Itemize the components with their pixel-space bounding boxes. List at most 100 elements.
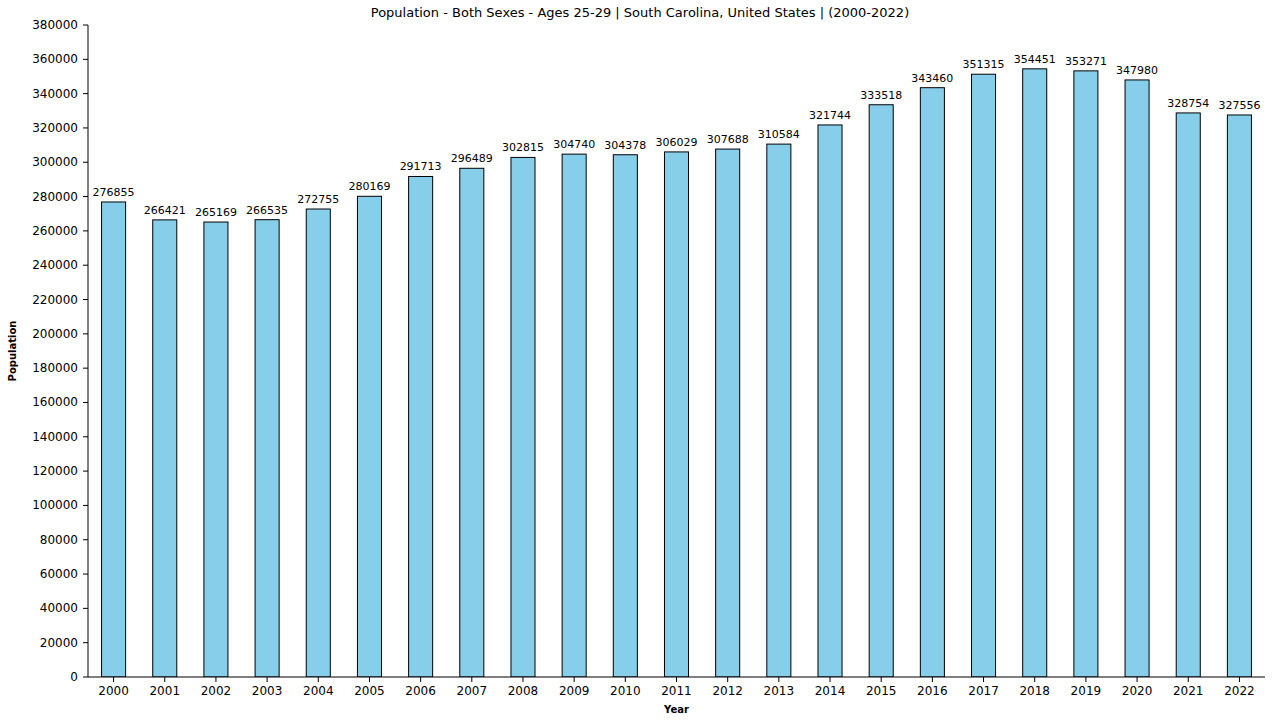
y-tick-label: 240000 [32,258,78,272]
y-tick-label: 0 [70,670,78,684]
y-tick-label: 120000 [32,464,78,478]
x-tick [318,677,319,682]
data-label: 327556 [1218,99,1260,112]
data-label: 276855 [93,186,135,199]
y-tick-label: 60000 [40,567,78,581]
x-axis-label: Year [663,704,689,715]
bar [664,152,688,677]
x-tick-label: 2021 [1173,684,1204,698]
x-tick [113,677,114,682]
x-tick-label: 2005 [354,684,385,698]
data-label: 321744 [809,109,851,122]
bar [102,202,126,677]
data-label: 347980 [1116,64,1158,77]
y-tick-label: 360000 [32,52,78,66]
bar [869,105,893,677]
x-tick [369,677,370,682]
x-tick [522,677,523,682]
bar [1176,113,1200,677]
y-tick [83,368,88,369]
x-tick [625,677,626,682]
bar [562,154,586,677]
x-tick [267,677,268,682]
x-tick [1085,677,1086,682]
bar [1227,115,1251,677]
data-label: 354451 [1014,53,1056,66]
x-tick-label: 2009 [559,684,590,698]
y-tick-label: 40000 [40,601,78,615]
y-tick [83,436,88,437]
x-tick-label: 2016 [917,684,948,698]
data-label: 333518 [860,89,902,102]
bar [1023,69,1047,677]
y-tick-label: 340000 [32,87,78,101]
x-tick-label: 2017 [968,684,999,698]
chart: Population - Both Sexes - Ages 25-29 | S… [0,0,1280,720]
x-tick-label: 2000 [98,684,129,698]
bar [460,168,484,677]
y-tick-label: 320000 [32,121,78,135]
bar [306,209,330,677]
data-label: 266535 [246,204,288,217]
y-tick-label: 220000 [32,293,78,307]
y-tick-label: 380000 [32,18,78,32]
y-tick [83,471,88,472]
data-label: 280169 [348,180,390,193]
y-tick [83,265,88,266]
data-label: 328754 [1167,97,1209,110]
x-tick [676,677,677,682]
y-tick [83,677,88,678]
bar [357,196,381,677]
x-tick [574,677,575,682]
bar [204,222,228,677]
x-tick [881,677,882,682]
y-tick [83,127,88,128]
x-tick [164,677,165,682]
y-tick-label: 260000 [32,224,78,238]
x-tick [1034,677,1035,682]
x-tick [830,677,831,682]
data-label: 307688 [707,133,749,146]
bar [255,220,279,677]
y-tick [83,539,88,540]
x-tick-label: 2004 [303,684,334,698]
x-tick-label: 2015 [866,684,897,698]
y-tick-label: 180000 [32,361,78,375]
x-tick [1239,677,1240,682]
x-tick-label: 2022 [1224,684,1255,698]
data-label: 265169 [195,206,237,219]
x-tick [1188,677,1189,682]
y-tick [83,196,88,197]
y-tick [83,574,88,575]
y-axis-label: Population [7,321,18,382]
bar [153,220,177,677]
bar [972,74,996,677]
data-label: 306029 [656,136,698,149]
data-label: 266421 [144,204,186,217]
x-tick [471,677,472,682]
y-axis [88,25,89,677]
x-tick [1137,677,1138,682]
x-tick-label: 2011 [661,684,692,698]
y-tick-label: 200000 [32,327,78,341]
bar [613,155,637,677]
data-label: 304740 [553,138,595,151]
y-tick [83,93,88,94]
data-label: 272755 [297,193,339,206]
x-tick-label: 2012 [712,684,743,698]
x-tick-label: 2018 [1019,684,1050,698]
x-tick-label: 2008 [508,684,539,698]
x-tick [727,677,728,682]
bar [767,144,791,677]
bar [511,157,535,677]
x-tick [983,677,984,682]
y-tick [83,402,88,403]
bar [1074,71,1098,677]
y-tick [83,505,88,506]
x-tick-label: 2003 [252,684,283,698]
data-label: 343460 [911,72,953,85]
y-tick-label: 20000 [40,636,78,650]
y-tick [83,25,88,26]
x-tick-label: 2010 [610,684,641,698]
x-tick-label: 2020 [1122,684,1153,698]
